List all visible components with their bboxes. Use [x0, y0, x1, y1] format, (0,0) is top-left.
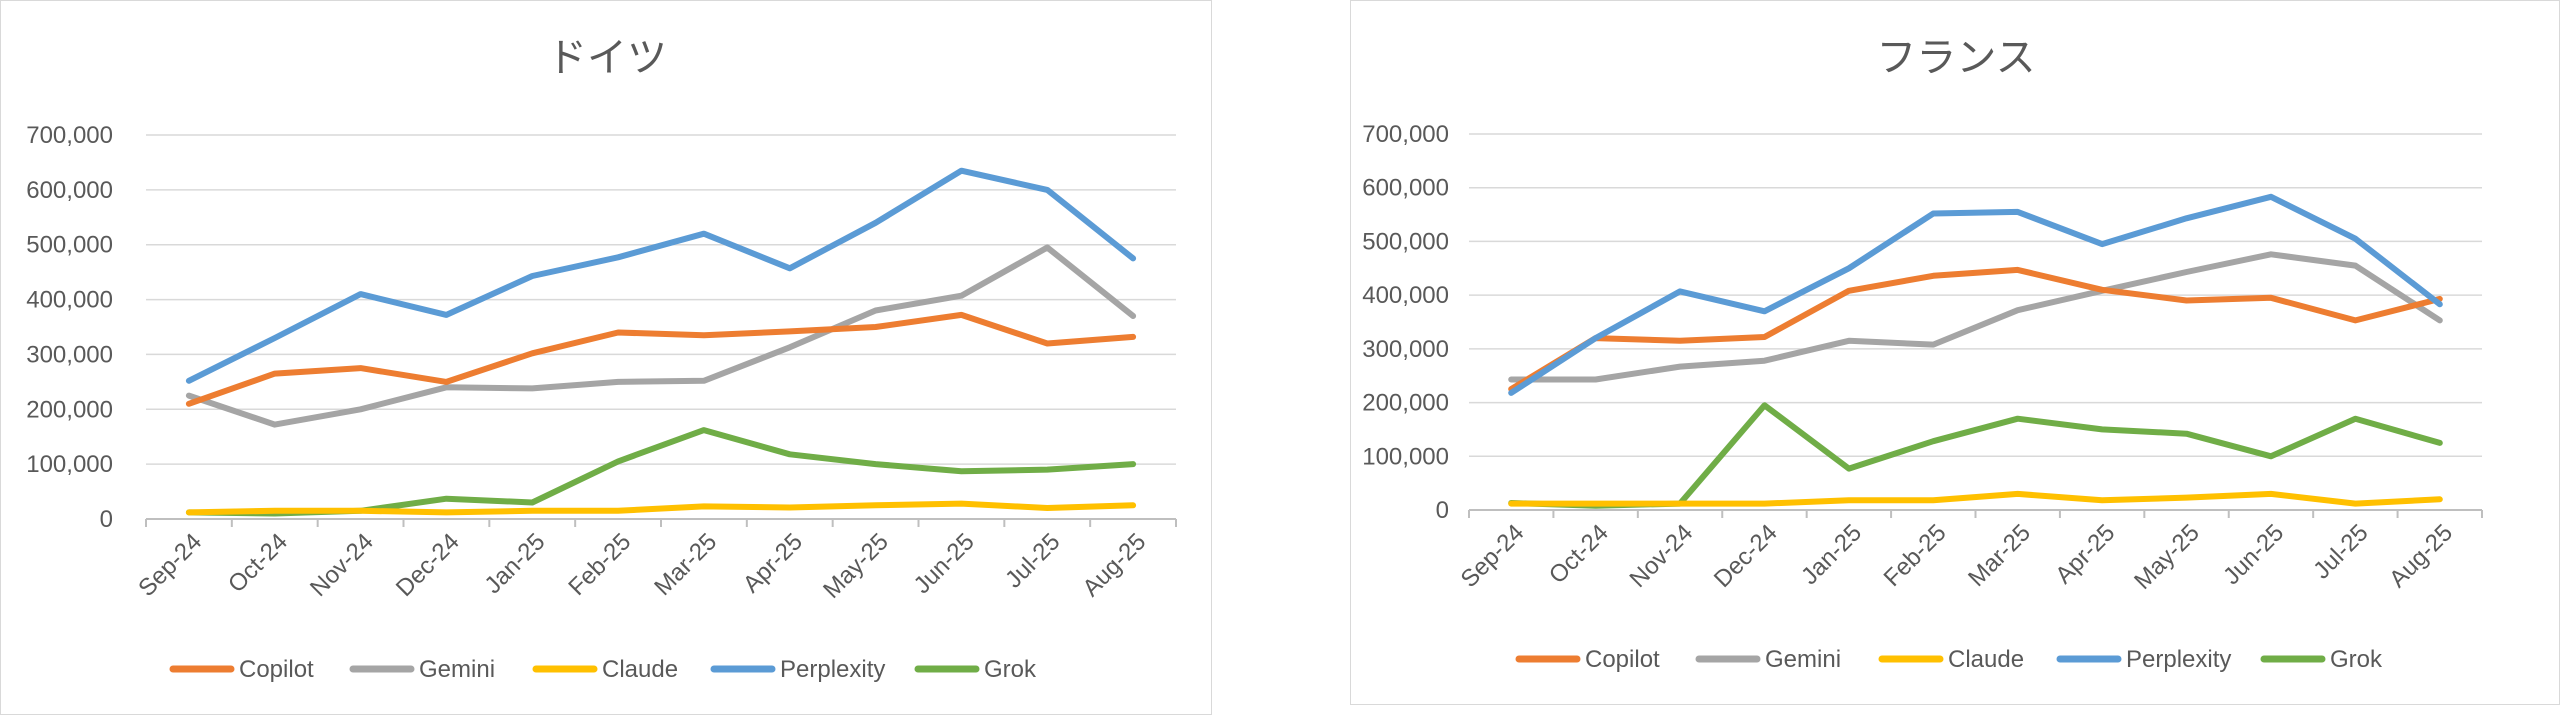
x-tick-label: Jun-25	[909, 528, 980, 599]
chart-title: ドイツ	[547, 36, 667, 80]
x-tick-label: Mar-25	[649, 528, 722, 601]
x-tick-label: Jun-25	[2218, 519, 2289, 590]
y-tick-label: 700,000	[26, 122, 113, 149]
y-tick-label: 600,000	[26, 177, 113, 204]
x-tick-label: Sep-24	[133, 528, 207, 602]
y-tick-label: 700,000	[1362, 121, 1449, 148]
legend-item-grok: Grok	[914, 656, 1037, 683]
x-tick-label: Sep-24	[1456, 519, 1530, 593]
x-tick-label: May-25	[818, 528, 894, 604]
x-tick-label: Nov-24	[305, 528, 379, 602]
y-tick-label: 600,000	[1362, 175, 1449, 202]
legend-label: Gemini	[1765, 646, 1841, 673]
x-tick-label: Feb-25	[1879, 519, 1952, 592]
x-tick-label: Aug-25	[1078, 528, 1152, 602]
chart-title: フランス	[1876, 36, 2035, 80]
legend-item-perplexity: Perplexity	[2056, 646, 2231, 673]
legend-item-grok: Grok	[2260, 646, 2383, 673]
x-tick-label: Feb-25	[563, 528, 636, 601]
legend-label: Perplexity	[780, 656, 885, 683]
x-tick-label: Nov-24	[1624, 519, 1698, 593]
x-tick-label: Dec-24	[391, 528, 465, 602]
legend-label: Grok	[2330, 646, 2383, 673]
x-tick-label: Jul-25	[1000, 528, 1065, 593]
series-line-claude	[185, 500, 1137, 516]
x-tick-label: Jul-25	[2308, 519, 2373, 584]
chart-france: フランス 0 100,000 200,000 300,000 400,000 500,000…	[1362, 36, 2483, 673]
x-tick-label: Mar-25	[1963, 519, 2036, 592]
series-line-claude	[1508, 490, 2443, 507]
x-tick-label: Apr-25	[738, 528, 808, 598]
x-tick-label: Jan-25	[1796, 519, 1867, 590]
chart-panel-france: フランス 0 100,000 200,000 300,000 400,000 500,000…	[1350, 0, 2560, 705]
series-line-grok	[1508, 402, 2443, 509]
y-tick-label: 0	[1436, 497, 1449, 524]
y-tick-label: 100,000	[26, 451, 113, 478]
series-line-copilot	[1508, 266, 2443, 393]
legend-label: Claude	[602, 656, 678, 683]
x-tick-label: Oct-24	[1544, 519, 1614, 589]
y-tick-label: 300,000	[26, 341, 113, 368]
x-tick-label: Oct-24	[223, 528, 293, 598]
y-tick-label: 500,000	[26, 232, 113, 259]
y-tick-label: 500,000	[1362, 228, 1449, 255]
legend-item-gemini: Gemini	[349, 656, 495, 683]
y-tick-label: 0	[100, 506, 113, 533]
legend-item-copilot: Copilot	[169, 656, 314, 683]
legend-label: Perplexity	[2126, 646, 2231, 673]
y-tick-label: 400,000	[26, 287, 113, 314]
legend-label: Copilot	[239, 656, 314, 683]
x-tick-label: May-25	[2129, 519, 2205, 595]
legend-label: Copilot	[1585, 646, 1660, 673]
chart-panel-germany: ドイツ 0 100,000 200,000 300,000 400,000 500,000 6…	[0, 0, 1212, 715]
x-tick-label: Dec-24	[1709, 519, 1783, 593]
legend-item-copilot: Copilot	[1515, 646, 1660, 673]
legend-label: Claude	[1948, 646, 2024, 673]
series-line-perplexity	[185, 167, 1137, 384]
legend-label: Grok	[984, 656, 1037, 683]
chart-germany: ドイツ 0 100,000 200,000 300,000 400,000 500,000 6…	[26, 36, 1177, 683]
x-tick-label: Jan-25	[480, 528, 551, 599]
series-line-perplexity	[1508, 193, 2443, 396]
x-tick-label: Aug-25	[2384, 519, 2458, 593]
y-tick-label: 200,000	[26, 396, 113, 423]
legend-item-claude: Claude	[532, 656, 678, 683]
series-line-copilot	[185, 311, 1137, 407]
legend-item-gemini: Gemini	[1695, 646, 1841, 673]
series-line-grok	[185, 427, 1137, 517]
x-tick-label: Apr-25	[2050, 519, 2120, 589]
y-tick-label: 100,000	[1362, 443, 1449, 470]
series-line-gemini	[1508, 251, 2443, 383]
legend-item-perplexity: Perplexity	[710, 656, 885, 683]
y-tick-label: 200,000	[1362, 390, 1449, 417]
legend-item-claude: Claude	[1878, 646, 2024, 673]
y-tick-label: 300,000	[1362, 336, 1449, 363]
legend-label: Gemini	[419, 656, 495, 683]
series-line-gemini	[185, 244, 1137, 428]
y-tick-label: 400,000	[1362, 282, 1449, 309]
